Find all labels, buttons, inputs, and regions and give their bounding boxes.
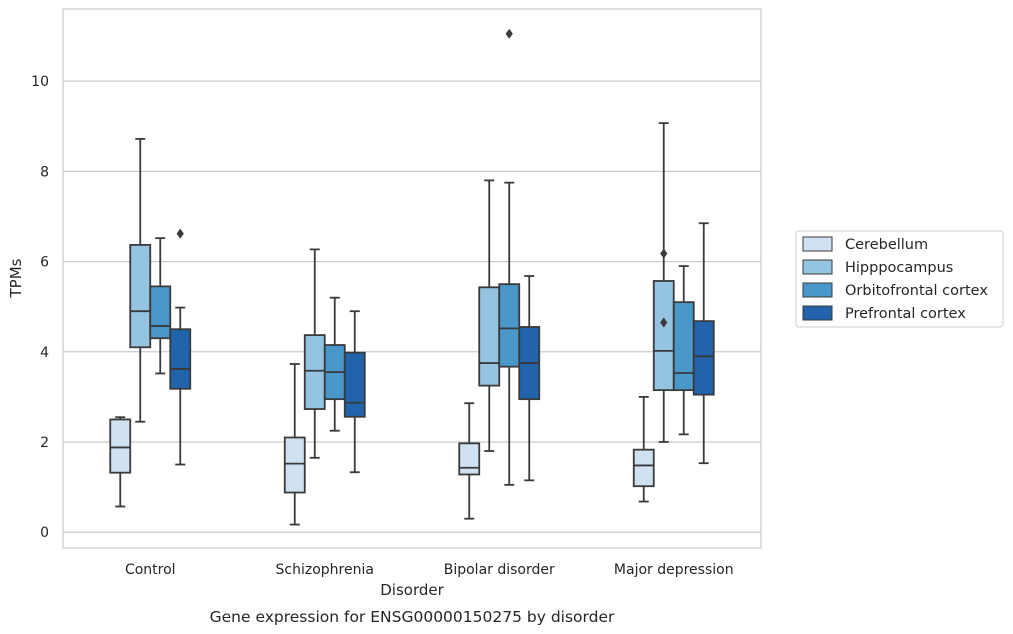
box-prefrontal-cortex (518, 275, 541, 482)
x-tick-label: Control (125, 562, 176, 578)
legend-swatch (802, 305, 833, 321)
y-axis-title: TPMs (7, 258, 25, 298)
y-tick-label: 2 (40, 435, 49, 451)
chart-caption: Gene expression for ENSG00000150275 by d… (210, 608, 615, 626)
boxes-layer (109, 28, 715, 526)
y-tick-label: 8 (40, 164, 49, 180)
box-iqr (149, 285, 172, 340)
legend-label: Prefrontal cortex (845, 306, 966, 322)
box-iqr (458, 442, 481, 476)
box-iqr (652, 280, 675, 392)
box-iqr (303, 334, 326, 410)
legend-frame (795, 230, 1004, 328)
y-tick-label: 4 (40, 345, 49, 361)
box-hipppocampus (129, 138, 152, 423)
box-iqr (632, 448, 655, 488)
legend-label: Orbitofrontal cortex (845, 283, 988, 299)
box-iqr (498, 283, 521, 368)
y-tick-labels: 0 2 4 6 8 10 (31, 74, 49, 541)
box-orbitofrontal-cortex (498, 28, 521, 486)
legend-label: Hipppocampus (845, 260, 953, 276)
legend-swatch (802, 282, 833, 298)
box-iqr (169, 328, 192, 390)
x-tick-label: Schizophrenia (276, 562, 374, 578)
box-iqr (692, 320, 715, 396)
plot-area-background (63, 9, 761, 548)
box-orbitofrontal-cortex (149, 237, 172, 375)
box-prefrontal-cortex (343, 310, 366, 474)
legend-label: Cerebellum (845, 237, 928, 253)
x-tick-label: Major depression (614, 562, 734, 578)
box-iqr (672, 301, 695, 392)
box-iqr (283, 436, 306, 494)
box-cerebellum (283, 363, 306, 526)
box-iqr (478, 286, 501, 387)
outlier-point (660, 317, 668, 328)
plot-frame (62, 8, 762, 549)
outlier-point (176, 228, 184, 239)
y-tick-label: 10 (31, 74, 49, 90)
legend-swatch (802, 236, 833, 252)
y-tick-label: 0 (40, 525, 49, 541)
box-iqr (129, 243, 152, 349)
x-tick-labels: Control Schizophrenia Bipolar disorder Majo… (125, 562, 734, 578)
box-iqr (109, 418, 132, 474)
box-cerebellum (458, 402, 481, 520)
box-prefrontal-cortex (692, 222, 715, 465)
box-prefrontal-cortex (169, 228, 192, 466)
outlier-point (505, 28, 513, 39)
legend: Cerebellum Hipppocampus Orbitofrontal cort… (795, 230, 1004, 328)
box-cerebellum (109, 416, 132, 508)
x-tick-label: Bipolar disorder (444, 562, 555, 578)
box-cerebellum (632, 395, 655, 503)
x-axis-title: Disorder (380, 581, 444, 599)
outlier-point (660, 248, 668, 259)
y-tick-label: 6 (40, 255, 49, 271)
box-iqr (343, 351, 366, 418)
legend-swatch (802, 259, 833, 275)
